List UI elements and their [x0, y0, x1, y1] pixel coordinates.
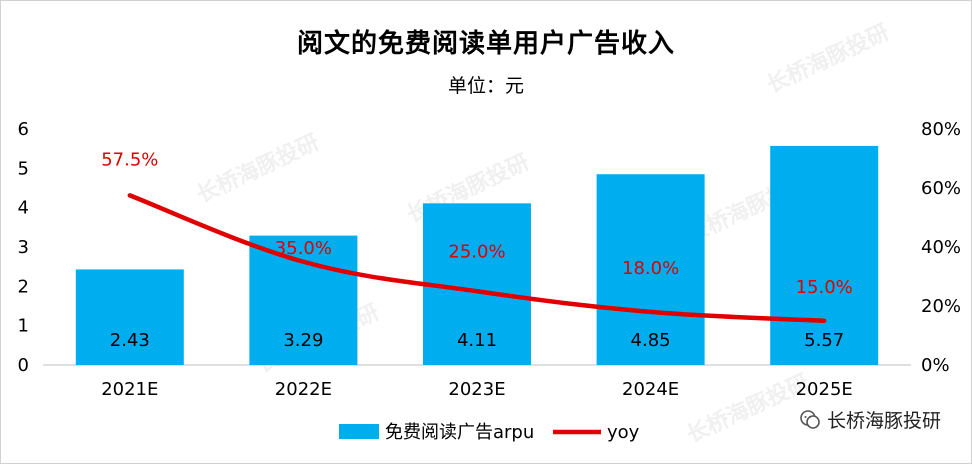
- bar-value-label: 2.43: [110, 330, 150, 351]
- chart-title: 阅文的免费阅读单用户广告收入: [296, 29, 675, 59]
- x-tick-label: 2022E: [275, 379, 332, 400]
- x-tick-label: 2023E: [448, 379, 505, 400]
- legend-label-line: yoy: [607, 422, 640, 443]
- bar-value-label: 4.11: [457, 330, 497, 351]
- y-left-tick-label: 4: [18, 198, 29, 219]
- y-right-tick-label: 80%: [921, 119, 961, 140]
- yoy-value-label: 15.0%: [796, 277, 853, 298]
- y-left-tick-label: 3: [18, 237, 29, 258]
- bar: [596, 174, 705, 365]
- brand-badge: 长桥海豚投研: [799, 406, 941, 433]
- y-right-tick-label: 0%: [921, 355, 950, 376]
- x-tick-label: 2024E: [622, 379, 679, 400]
- yoy-value-label: 57.5%: [101, 149, 158, 170]
- y-left-tick-label: 2: [18, 276, 29, 297]
- legend-swatch-bar: [339, 424, 379, 439]
- bar: [249, 235, 358, 365]
- yoy-line: [127, 193, 827, 323]
- bar-value-label: 3.29: [283, 330, 323, 351]
- x-tick-label: 2021E: [101, 379, 158, 400]
- x-tick-label: 2025E: [796, 379, 853, 400]
- chart-subtitle: 单位：元: [447, 75, 524, 97]
- y-left-tick-label: 5: [18, 158, 29, 179]
- y-left-tick-label: 1: [18, 316, 29, 337]
- yoy-value-label: 18.0%: [622, 258, 679, 279]
- y-right-tick-label: 60%: [921, 178, 961, 199]
- yoy-value-label: 25.0%: [448, 241, 505, 262]
- wechat-icon: [799, 409, 821, 431]
- y-left-tick-label: 6: [18, 119, 29, 140]
- bar-value-label: 4.85: [631, 330, 671, 351]
- yoy-value-label: 35.0%: [275, 238, 332, 259]
- bar: [75, 269, 184, 365]
- y-left-tick-label: 0: [18, 355, 29, 376]
- y-right-tick-label: 40%: [921, 237, 961, 258]
- y-right-tick-label: 20%: [921, 296, 961, 317]
- bar: [770, 145, 879, 365]
- brand-text: 长桥海豚投研: [826, 410, 941, 432]
- bar-value-label: 5.57: [804, 330, 844, 351]
- legend-label-bar: 免费阅读广告arpu: [385, 422, 534, 443]
